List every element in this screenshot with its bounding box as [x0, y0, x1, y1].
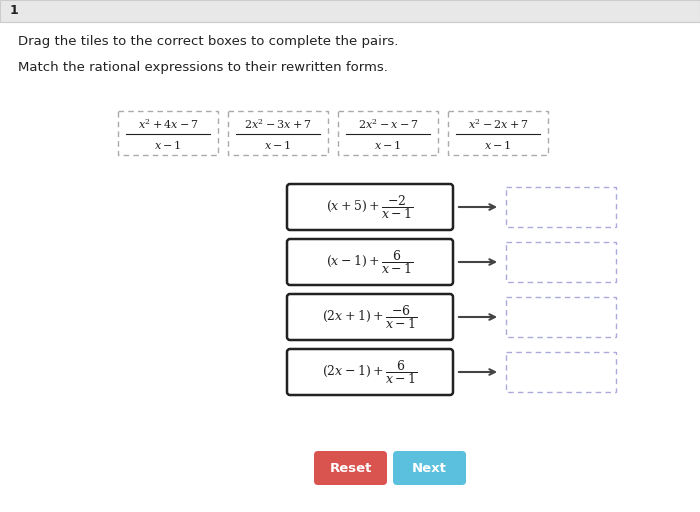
- Text: Drag the tiles to the correct boxes to complete the pairs.: Drag the tiles to the correct boxes to c…: [18, 35, 398, 49]
- FancyBboxPatch shape: [314, 451, 387, 485]
- Text: $(2x + 1) + \dfrac{-6}{x-1}$: $(2x + 1) + \dfrac{-6}{x-1}$: [322, 303, 418, 331]
- FancyBboxPatch shape: [118, 111, 218, 155]
- FancyBboxPatch shape: [287, 349, 453, 395]
- FancyBboxPatch shape: [228, 111, 328, 155]
- Text: $x^2 + 4x - 7$: $x^2 + 4x - 7$: [138, 117, 198, 131]
- FancyBboxPatch shape: [287, 239, 453, 285]
- Text: $2x^2 - 3x + 7$: $2x^2 - 3x + 7$: [244, 117, 312, 131]
- Text: Match the rational expressions to their rewritten forms.: Match the rational expressions to their …: [18, 61, 388, 75]
- Text: $x^2 - 2x + 7$: $x^2 - 2x + 7$: [468, 117, 528, 131]
- FancyBboxPatch shape: [287, 184, 453, 230]
- Text: 1: 1: [10, 5, 19, 17]
- FancyBboxPatch shape: [338, 111, 438, 155]
- FancyBboxPatch shape: [506, 352, 616, 392]
- Text: $x - 1$: $x - 1$: [154, 139, 182, 151]
- FancyBboxPatch shape: [506, 187, 616, 227]
- Text: $x - 1$: $x - 1$: [374, 139, 402, 151]
- Text: $(x + 5) + \dfrac{-2}{x-1}$: $(x + 5) + \dfrac{-2}{x-1}$: [326, 193, 414, 221]
- FancyBboxPatch shape: [506, 297, 616, 337]
- Text: $2x^2 - x - 7$: $2x^2 - x - 7$: [358, 117, 419, 131]
- FancyBboxPatch shape: [393, 451, 466, 485]
- Text: Next: Next: [412, 461, 447, 475]
- FancyBboxPatch shape: [287, 294, 453, 340]
- FancyBboxPatch shape: [448, 111, 548, 155]
- Text: $(x - 1) + \dfrac{6}{x-1}$: $(x - 1) + \dfrac{6}{x-1}$: [326, 248, 414, 276]
- Text: $x - 1$: $x - 1$: [265, 139, 292, 151]
- Text: $x - 1$: $x - 1$: [484, 139, 512, 151]
- FancyBboxPatch shape: [506, 242, 616, 282]
- Text: Reset: Reset: [329, 461, 372, 475]
- Text: $(2x - 1) + \dfrac{6}{x-1}$: $(2x - 1) + \dfrac{6}{x-1}$: [322, 358, 418, 386]
- FancyBboxPatch shape: [0, 0, 700, 22]
